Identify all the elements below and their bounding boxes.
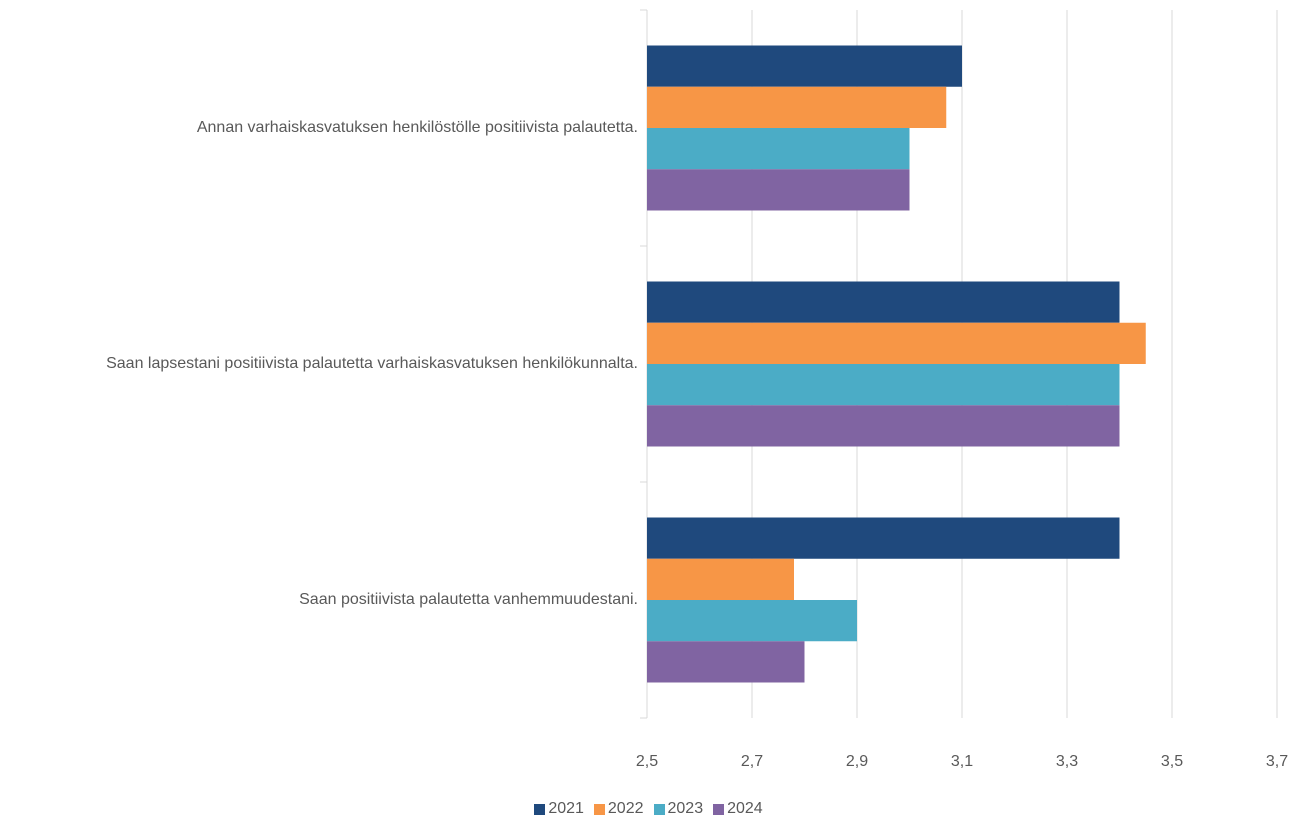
category-text: Saan lapsestani positiivista palautetta … bbox=[106, 355, 638, 372]
bar bbox=[647, 364, 1120, 406]
bar bbox=[647, 600, 857, 642]
category-label: Saan positiivista palautetta vanhemmuude… bbox=[0, 588, 638, 612]
legend-item: 2024 bbox=[713, 800, 763, 818]
legend-swatch bbox=[653, 803, 665, 815]
legend-swatch bbox=[593, 803, 605, 815]
bar bbox=[647, 45, 962, 87]
bar bbox=[647, 641, 805, 683]
category-label: Saan lapsestani positiivista palautetta … bbox=[0, 352, 638, 376]
bar bbox=[647, 322, 1146, 364]
x-tick-label: 3,5 bbox=[1161, 753, 1183, 770]
bar bbox=[647, 405, 1120, 447]
legend: 2021 2022 2023 2024 bbox=[0, 800, 1297, 818]
bar bbox=[647, 128, 910, 170]
legend-item: 2021 bbox=[534, 800, 584, 818]
bar bbox=[647, 558, 794, 600]
category-label: Annan varhaiskasvatuksen henkilöstölle p… bbox=[0, 116, 638, 140]
legend-swatch bbox=[534, 803, 546, 815]
x-tick-label: 3,3 bbox=[1056, 753, 1078, 770]
bar bbox=[647, 169, 910, 211]
legend-swatch bbox=[713, 803, 725, 815]
legend-label: 2021 bbox=[548, 800, 584, 817]
x-tick-label: 3,7 bbox=[1266, 753, 1288, 770]
x-tick-label: 2,9 bbox=[846, 753, 868, 770]
x-tick-label: 3,1 bbox=[951, 753, 973, 770]
legend-label: 2023 bbox=[667, 800, 704, 817]
bar bbox=[647, 86, 947, 128]
bar bbox=[647, 517, 1120, 559]
x-tick-label: 2,7 bbox=[741, 753, 763, 770]
legend-item: 2023 bbox=[653, 800, 704, 818]
legend-label: 2022 bbox=[607, 800, 644, 817]
bar bbox=[647, 281, 1120, 323]
legend-label: 2024 bbox=[727, 800, 763, 817]
legend-item: 2022 bbox=[593, 800, 644, 818]
x-tick-label: 2,5 bbox=[636, 753, 658, 770]
category-text: Annan varhaiskasvatuksen henkilöstölle p… bbox=[196, 119, 638, 136]
category-text: Saan positiivista palautetta vanhemmuude… bbox=[299, 591, 638, 608]
